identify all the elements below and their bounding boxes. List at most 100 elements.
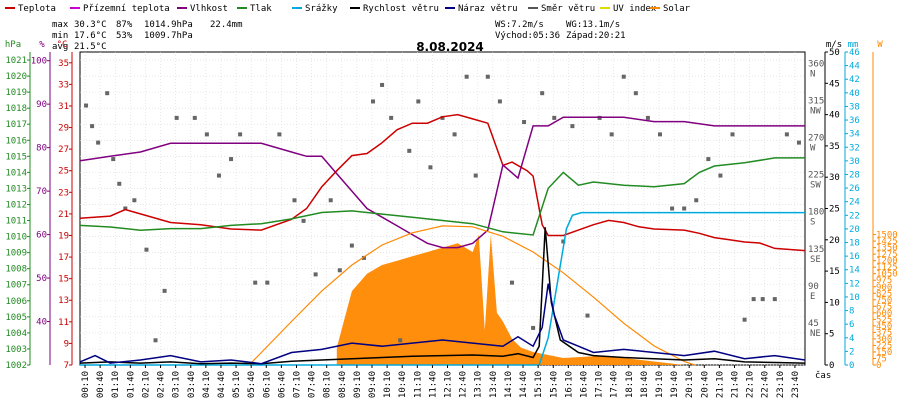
wind-speed-stat: WS:7.2m/s [495, 20, 544, 30]
wind-direction-mark [416, 99, 421, 104]
wind-direction-mark [407, 148, 412, 153]
x-tick-label: 09:40 [368, 371, 378, 398]
tick-label-hpa: 1021 [5, 56, 27, 66]
tick-label-mm: 40 [849, 89, 860, 99]
tick-label-temp: 17 [58, 253, 69, 263]
wind-direction-mark [473, 173, 478, 178]
wind-direction-mark [730, 132, 735, 137]
tick-label-hpa: 1018 [5, 104, 27, 114]
wind-direction-mark [111, 157, 116, 162]
legend-label: Vlhkost [190, 4, 228, 14]
wind-direction-mark [117, 181, 122, 186]
tick-label-pct: 40 [36, 318, 47, 328]
max-pressure: 1014.9hPa [144, 20, 193, 30]
x-tick-label: 22:40 [761, 371, 771, 398]
tick-label-hpa: 1007 [5, 281, 27, 291]
tick-label-w: 1275 [876, 250, 898, 260]
x-tick-label: 13:10 [474, 371, 484, 398]
x-tick-label: 01:40 [126, 371, 136, 398]
direction-compass-label: N [810, 69, 815, 79]
wind-direction-mark [509, 280, 514, 285]
x-axis-label: čas [815, 370, 831, 381]
wind-direction-mark [174, 115, 179, 120]
x-tick-label: 14:10 [504, 371, 514, 398]
wind-direction-mark [772, 297, 777, 302]
x-tick-label: 08:40 [338, 371, 348, 398]
axis-unit-temp: °C [57, 40, 68, 50]
series-line-rychlost-v-tru [79, 227, 806, 365]
tick-label-temp: 31 [58, 102, 69, 112]
wind-direction-mark [265, 280, 270, 285]
sunrise-stat: Východ:05:36 [495, 31, 560, 41]
tick-label-temp: 7 [64, 361, 69, 371]
tick-label-mm: 0 [849, 361, 854, 371]
tick-label-ms: 40 [829, 111, 840, 121]
tick-label-hpa: 1011 [5, 217, 27, 227]
tick-label-w: 1500 [876, 231, 898, 241]
direction-compass-label: NE [810, 329, 821, 339]
x-tick-label: 20:10 [685, 371, 695, 398]
tick-label-temp: 27 [58, 145, 69, 155]
series-line-solar [248, 225, 695, 366]
wind-direction-mark [292, 198, 297, 203]
x-tick-label: 21:40 [731, 371, 741, 398]
wind-direction-mark [497, 99, 502, 104]
tick-label-temp: 23 [58, 188, 69, 198]
left-axes: 1002100310041005100610071008100910101011… [5, 40, 73, 371]
x-tick-label: 07:40 [308, 371, 318, 398]
direction-value-label: 315 [808, 97, 824, 107]
wind-direction-mark [313, 272, 318, 277]
axis-unit-ms: m/s [826, 40, 842, 50]
max-rain: 22.4mm [210, 20, 243, 30]
wind-direction-mark [162, 288, 167, 293]
legend-label: Teplota [18, 4, 56, 14]
x-tick-label: 19:40 [670, 371, 680, 398]
wind-direction-mark [153, 338, 158, 343]
direction-value-label: 45 [808, 319, 819, 329]
tick-label-temp: 15 [58, 275, 69, 285]
chart-title: 8.08.2024 [416, 40, 484, 54]
tick-label-mm: 10 [849, 293, 860, 303]
x-tick-label: 18:10 [625, 371, 635, 398]
tick-label-w: 1350 [876, 244, 898, 254]
x-tick-label: 14:40 [519, 371, 529, 398]
tick-label-ms: 30 [829, 173, 840, 183]
x-tick-label: 05:10 [232, 371, 242, 398]
tick-label-hpa: 1016 [5, 136, 27, 146]
tick-label-temp: 29 [58, 124, 69, 134]
tick-label-mm: 8 [849, 307, 854, 317]
wind-direction-mark [301, 218, 306, 223]
x-tick-label: 11:40 [428, 371, 438, 398]
tick-label-w: 825 [876, 289, 892, 299]
x-tick-label: 05:40 [247, 371, 257, 398]
wind-direction-mark [760, 297, 765, 302]
wind-direction-mark [90, 124, 95, 129]
grid [79, 51, 806, 366]
x-tick-label: 15:40 [549, 371, 559, 398]
tick-label-mm: 24 [849, 198, 860, 208]
avg-label: avg [52, 42, 68, 52]
tick-label-mm: 44 [849, 62, 860, 72]
x-tick-label: 08:10 [323, 371, 333, 398]
tick-label-temp: 21 [58, 210, 69, 220]
series-line-n-raz-v-tru [79, 283, 806, 365]
tick-label-pct: 70 [36, 187, 47, 197]
tick-label-w: 375 [876, 328, 892, 338]
tick-label-hpa: 1017 [5, 120, 27, 130]
tick-label-w: 975 [876, 276, 892, 286]
legend-label: UV index [613, 4, 657, 14]
axis-unit-w: W [877, 40, 883, 50]
wind-direction-mark [84, 103, 89, 108]
legend-label: Solar [663, 4, 691, 14]
tick-label-temp: 11 [58, 318, 69, 328]
tick-label-w: 300 [876, 335, 892, 345]
tick-label-ms: 35 [829, 142, 840, 152]
wind-direction-mark [238, 132, 243, 137]
wind-direction-mark [428, 165, 433, 170]
wind-direction-mark [204, 132, 209, 137]
tick-label-mm: 20 [849, 225, 860, 235]
wind-direction-mark [585, 313, 590, 318]
wind-direction-mark [371, 99, 376, 104]
x-tick-label: 09:10 [353, 371, 363, 398]
